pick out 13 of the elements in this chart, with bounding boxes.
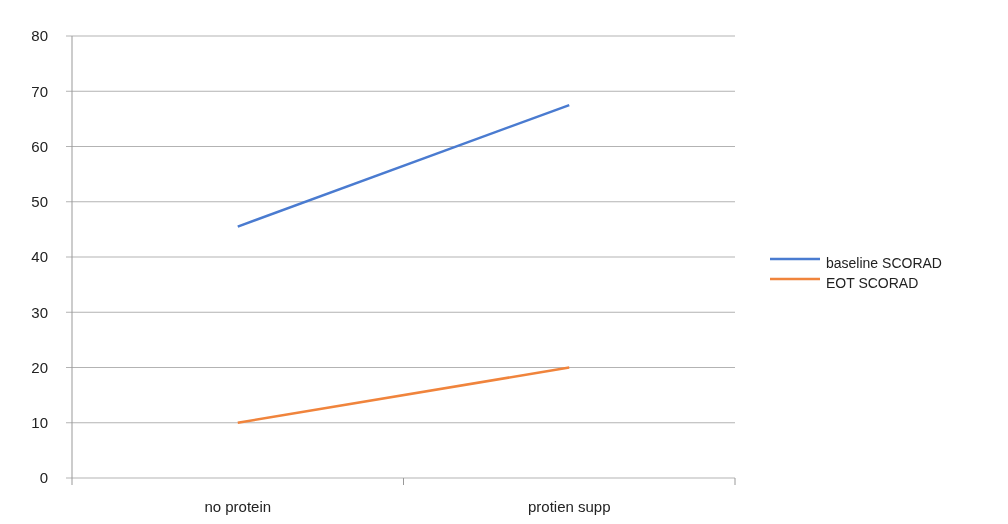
y-tick-label: 30 bbox=[31, 303, 48, 321]
y-tick-label: 20 bbox=[31, 358, 48, 376]
legend-label: baseline SCORAD bbox=[826, 254, 942, 271]
y-tick-label: 50 bbox=[31, 193, 48, 210]
y-tick-label: 80 bbox=[31, 27, 48, 45]
y-tick-label: 10 bbox=[31, 414, 48, 431]
x-tick-label: no protein bbox=[204, 498, 272, 515]
x-tick-label: protien supp bbox=[527, 498, 611, 515]
y-tick-label: 70 bbox=[31, 82, 48, 100]
y-tick-label: 40 bbox=[31, 248, 48, 266]
y-tick-label: 0 bbox=[39, 469, 48, 487]
legend-label: EOT SCORAD bbox=[826, 274, 919, 291]
y-tick-label: 60 bbox=[31, 137, 48, 155]
